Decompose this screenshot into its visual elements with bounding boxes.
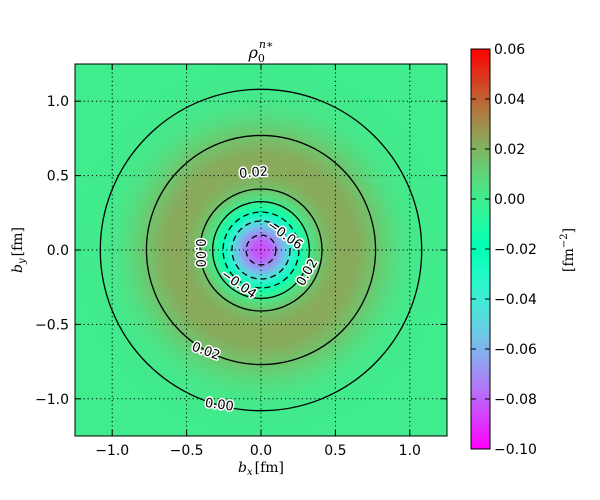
svg-text:0.00: 0.00: [204, 396, 235, 415]
x-axis-ticks: −1.0 −0.5 0.0 0.5 1.0: [95, 64, 421, 459]
contour-lines: [99, 88, 423, 412]
chart-title: ρ0n∗: [248, 38, 274, 65]
contour-line: [231, 220, 291, 280]
grid-lines: [75, 64, 447, 436]
y-tick-label: −0.5: [35, 317, 69, 333]
y-tick-label: 0.0: [47, 243, 69, 259]
y-axis-label: by[fm]: [10, 227, 28, 273]
x-tick-label: −0.5: [170, 443, 204, 459]
x-axis-label: bx [fm]: [238, 460, 284, 478]
contour-label: 0.02: [237, 163, 270, 183]
contour-line: [222, 211, 300, 289]
colorbar-tick-label: −0.06: [494, 342, 537, 358]
contour-line: [199, 188, 323, 312]
colorbar-tick-label: 0.00: [494, 192, 525, 208]
contour-line: [145, 134, 377, 366]
svg-text:0.00: 0.00: [192, 238, 207, 267]
colorbar-tick-label: −0.10: [494, 442, 537, 458]
contour-label: 0.00: [202, 394, 236, 416]
x-tick-label: 0.5: [324, 443, 346, 459]
y-tick-label: 1.0: [47, 94, 69, 110]
colorbar-tick-label: −0.04: [494, 292, 537, 308]
x-tick-label: 0.0: [250, 443, 272, 459]
contour-line: [211, 200, 311, 300]
colorbar-tick-label: 0.06: [494, 42, 525, 58]
colorbar-tick-label: −0.08: [494, 392, 537, 408]
colorbar-ticks: −0.10 −0.08 −0.06 −0.04 −0.02 0.00 0.02 0.04 0.0…: [471, 42, 537, 458]
colorbar-label: [fm−2]: [559, 228, 577, 272]
contour-label: 0.00: [190, 237, 208, 269]
colorbar-tick-label: 0.02: [494, 142, 525, 158]
y-tick-label: −1.0: [35, 392, 69, 408]
contour-line: [245, 234, 277, 266]
colorbar-tick-label: 0.04: [494, 92, 525, 108]
contour-line: [99, 88, 423, 412]
y-axis-ticks: −1.0 −0.5 0.0 0.5 1.0: [35, 94, 447, 408]
x-tick-label: 1.0: [399, 443, 421, 459]
y-tick-label: 0.5: [47, 169, 69, 185]
colorbar-tick-label: −0.02: [494, 242, 537, 258]
svg-text:0.02: 0.02: [239, 164, 269, 181]
x-tick-label: −1.0: [95, 443, 129, 459]
